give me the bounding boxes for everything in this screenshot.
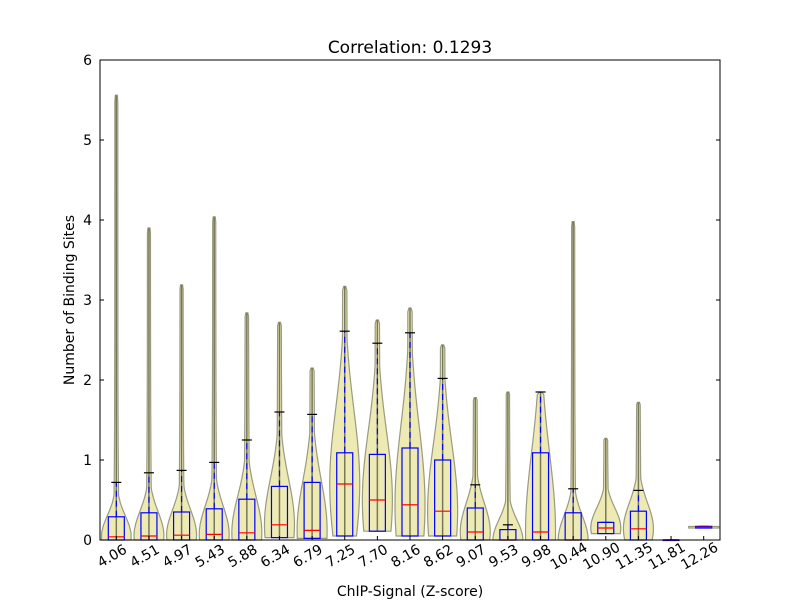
violin-group [688, 525, 720, 529]
violin-group [590, 437, 622, 535]
x-tick-label: 4.06 [95, 542, 130, 571]
x-tick-label: 12.26 [678, 540, 721, 574]
y-tick-label: 3 [83, 293, 92, 309]
violin-group [492, 391, 524, 541]
x-tick-label: 6.79 [291, 542, 326, 571]
violin-group [427, 344, 459, 537]
violin-group [133, 227, 165, 541]
violin-group [100, 94, 132, 541]
x-tick-label: 7.25 [323, 542, 358, 571]
x-tick-label: 4.51 [127, 542, 162, 571]
violin-group [394, 307, 426, 537]
violin-group [296, 367, 328, 539]
violin-group [524, 391, 557, 541]
x-tick-label: 9.98 [519, 542, 554, 571]
x-tick-label: 5.88 [225, 542, 260, 571]
violin-group [622, 401, 655, 541]
x-tick-label: 9.07 [454, 542, 489, 571]
violin-group [361, 319, 393, 532]
x-axis-label: ChIP-Signal (Z-score) [337, 584, 483, 600]
violin-group [198, 216, 230, 541]
x-tick-label: 8.16 [389, 542, 424, 571]
box [368, 453, 386, 532]
x-tick-label: 8.62 [421, 542, 456, 571]
y-axis-label: Number of Binding Sites [62, 215, 78, 385]
y-tick-label: 6 [83, 53, 92, 69]
x-tick-label: 6.34 [258, 542, 293, 571]
y-tick-label: 0 [83, 533, 92, 549]
violin-group [459, 397, 491, 541]
x-tick-label: 9.53 [486, 542, 521, 571]
y-tick-label: 4 [83, 213, 92, 229]
y-tick-label: 2 [83, 373, 92, 389]
y-tick-label: 1 [83, 453, 92, 469]
violin-group [557, 221, 589, 541]
y-tick-label: 5 [83, 133, 92, 149]
chart-title: Correlation: 0.1293 [328, 38, 492, 58]
violin-group [263, 321, 296, 539]
x-tick-label: 4.97 [160, 542, 195, 571]
x-tick-label: 7.70 [356, 542, 391, 571]
violin-group [329, 285, 361, 537]
violin-group [231, 312, 263, 541]
x-tick-label: 5.43 [193, 542, 228, 571]
violin-group [165, 284, 198, 541]
